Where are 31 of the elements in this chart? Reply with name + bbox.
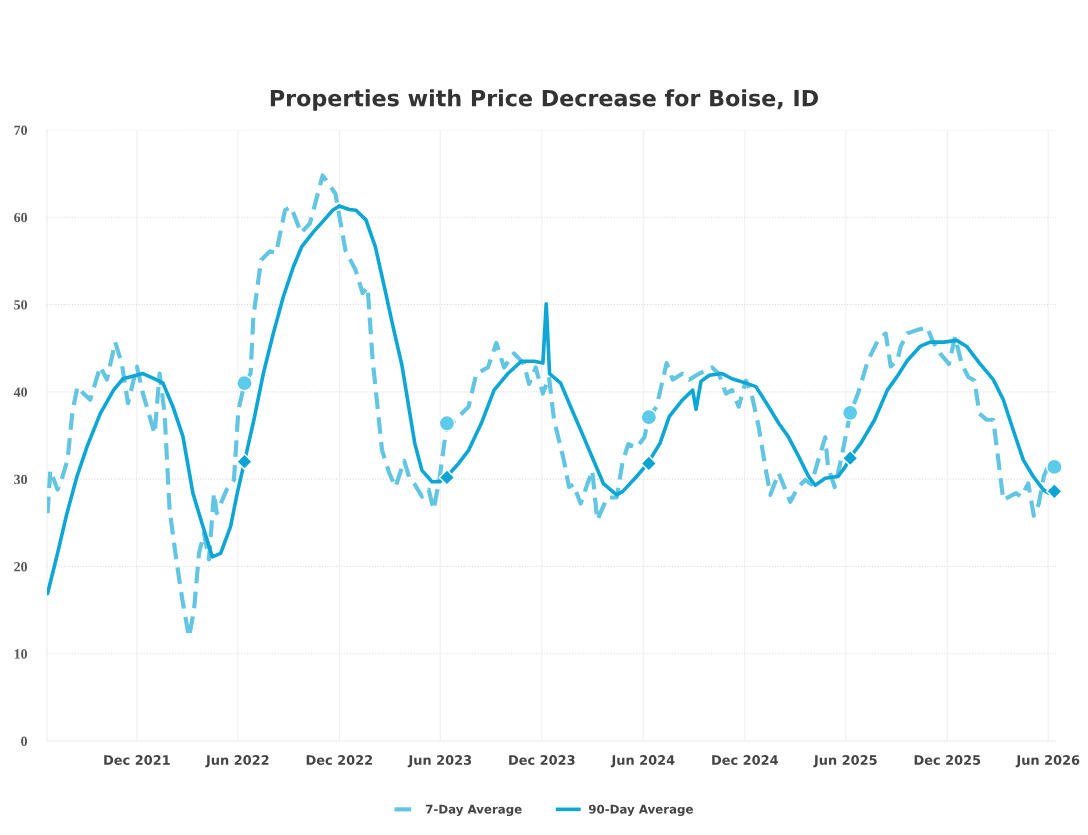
y-tick-label: 30: [14, 474, 28, 485]
y-tick-label: 20: [14, 562, 28, 572]
chart-title: Properties with Price Decrease for Boise, ID: [270, 89, 818, 111]
point: [236, 374, 253, 392]
point: [841, 449, 859, 467]
y-tick-label: 0: [21, 736, 28, 746]
point: [1046, 458, 1063, 476]
point: [438, 469, 456, 486]
legend-label: 90-Day Average: [588, 804, 693, 817]
x-tick-label: Jun 2024: [610, 755, 675, 768]
x-tick-label: Jun 2023: [407, 755, 472, 768]
x-tick-label: Dec 2021: [104, 755, 170, 765]
x-tick-label: Jun 2025: [813, 755, 877, 768]
y-tick-label: 40: [13, 387, 28, 397]
point: [640, 408, 658, 426]
x-tick-label: Jun 2022: [205, 755, 269, 768]
x-tick-label: Dec 2024: [712, 755, 779, 765]
y-tick-label: 70: [14, 125, 28, 135]
point: [640, 455, 658, 472]
x-tick-label: Dec 2022: [306, 755, 372, 765]
x-tick-label: Dec 2023: [509, 755, 575, 765]
x-tick-label: Jun 2026: [1015, 755, 1080, 768]
point: [236, 453, 253, 470]
point: [438, 414, 456, 432]
point: [841, 404, 859, 422]
point: [1046, 483, 1063, 500]
y-tick-label: 50: [14, 300, 28, 310]
y-tick-label: 60: [14, 212, 28, 223]
legend-label: 7-Day Average: [426, 804, 522, 817]
y-tick-label: 10: [14, 649, 28, 659]
x-tick-label: Dec 2025: [914, 755, 981, 765]
